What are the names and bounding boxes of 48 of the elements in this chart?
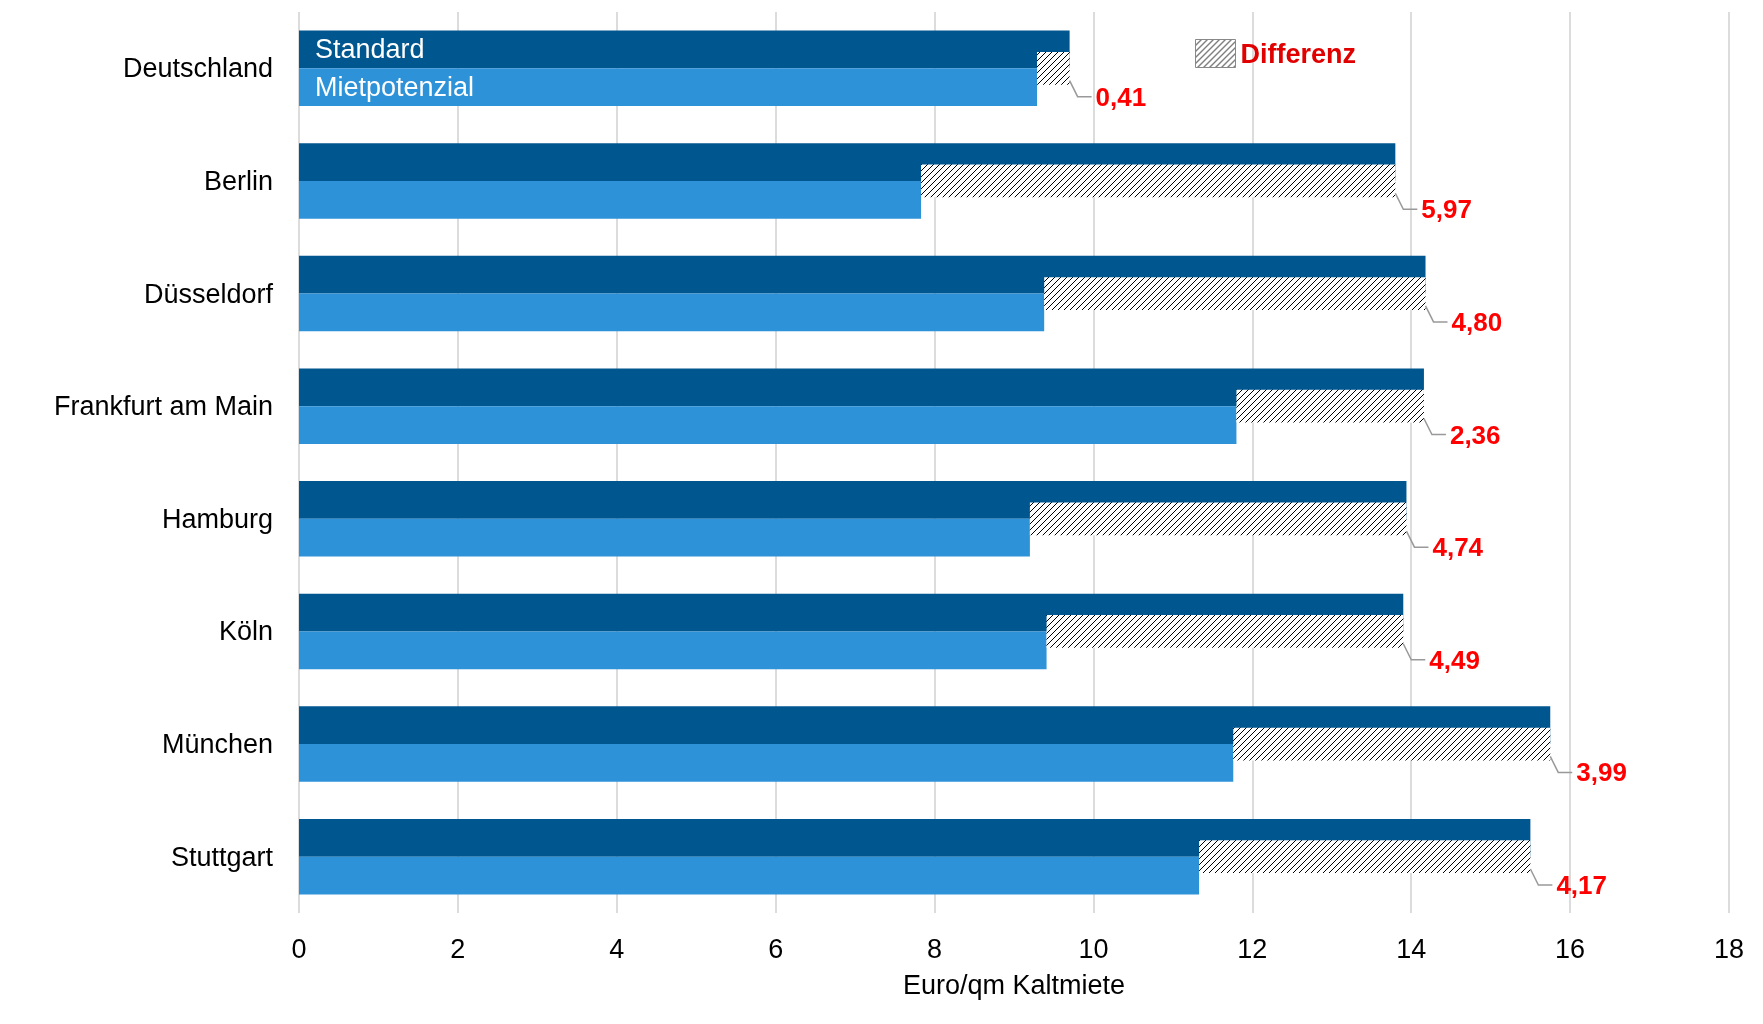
bar: [1199, 840, 1531, 874]
bar: [299, 856, 1200, 895]
bar: [299, 30, 1070, 69]
data-label: 4,74: [1432, 532, 1484, 563]
x-axis-title: Euro/qm Kaltmiete: [902, 969, 1126, 1000]
series-label: Standard: [315, 34, 425, 65]
data-label: 4,80: [1451, 306, 1503, 337]
y-tick-label: Berlin: [203, 165, 273, 196]
x-tick-label: 8: [927, 933, 943, 964]
series-label: Mietpotenzial: [315, 72, 475, 103]
x-tick-label: 0: [291, 933, 307, 964]
bar: [299, 744, 1234, 782]
y-tick-label: München: [161, 729, 273, 760]
bar: [299, 68, 1038, 107]
bar: [1236, 389, 1424, 423]
bar: [299, 518, 1030, 557]
x-tick-label: 12: [1237, 933, 1268, 964]
y-tick-label: Stuttgart: [170, 841, 274, 872]
x-tick-label: 2: [450, 933, 466, 964]
y-tick-label: Frankfurt am Main: [53, 391, 273, 422]
y-tick-label: Hamburg: [161, 503, 273, 534]
bar: [921, 164, 1396, 198]
data-label: 4,49: [1429, 644, 1480, 675]
data-label: 0,41: [1095, 81, 1147, 112]
y-tick-label: Köln: [218, 616, 273, 647]
x-tick-label: 4: [609, 933, 625, 964]
bar: [1046, 615, 1404, 648]
bar: [1044, 277, 1426, 310]
data-label: 3,99: [1576, 757, 1627, 788]
bar: [299, 406, 1237, 444]
x-tick-label: 18: [1713, 933, 1745, 964]
data-label: 5,97: [1421, 194, 1472, 225]
y-tick-label: Düsseldorf: [143, 278, 274, 309]
data-label: 4,17: [1556, 870, 1607, 901]
bar: [1233, 727, 1551, 761]
y-tick-label: Deutschland: [122, 53, 273, 84]
bar: [299, 368, 1424, 407]
x-tick-label: 14: [1396, 933, 1427, 964]
data-label: 2,36: [1449, 419, 1501, 450]
legend-label: Differenz: [1240, 38, 1357, 69]
x-tick-label: 10: [1078, 933, 1109, 964]
bar: [299, 293, 1045, 332]
bar: [1037, 51, 1070, 85]
bar: [1029, 502, 1407, 536]
bar: [299, 180, 922, 219]
x-tick-label: 6: [768, 933, 784, 964]
bar: [299, 631, 1047, 670]
x-tick-label: 16: [1555, 933, 1586, 964]
